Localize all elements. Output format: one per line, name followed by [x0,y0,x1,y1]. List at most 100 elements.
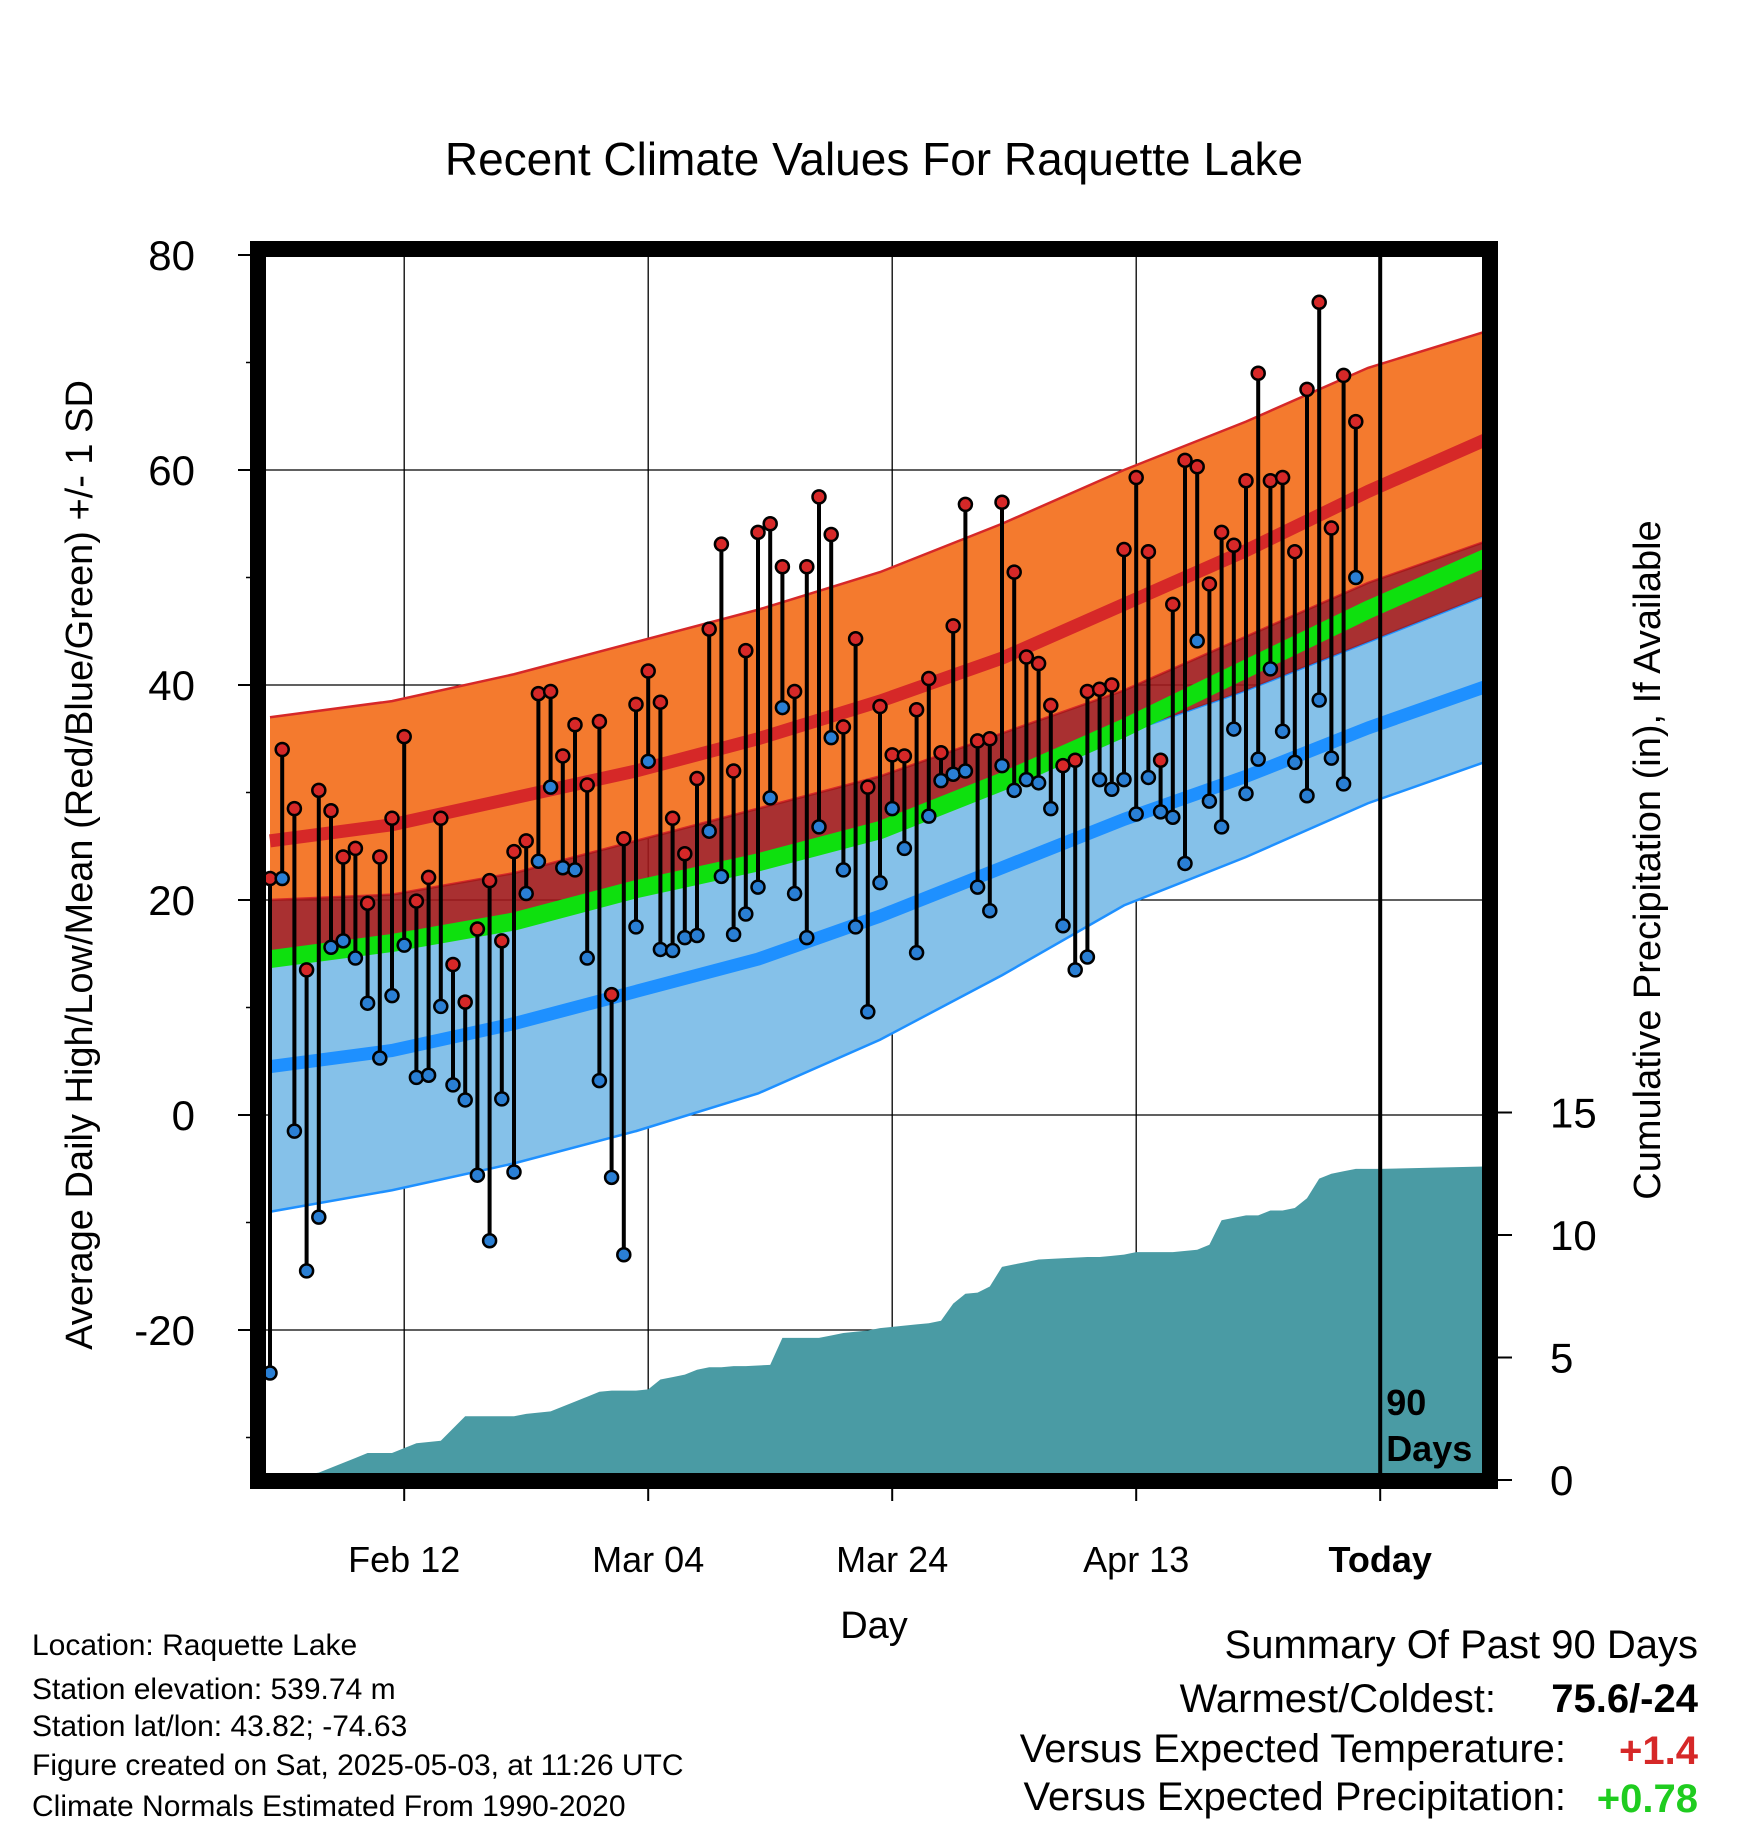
daily-high-point [872,698,888,715]
daily-low-point [1067,962,1083,978]
station-info: Location: Raquette Lake Station elevatio… [32,1629,684,1823]
daily-low-point [433,998,449,1015]
daily-low-point [945,766,961,782]
daily-high-point [1006,564,1022,580]
daily-low-point [408,1069,425,1086]
x-tick-label: Today [1329,1539,1432,1580]
x-tick-label: Mar 24 [836,1539,948,1580]
daily-low-point [1177,855,1193,872]
daily-high-point [591,713,608,730]
daily-low-point [457,1092,473,1108]
x-tick-label: Feb 12 [348,1539,460,1580]
today-days-label: 90 [1386,1382,1426,1423]
daily-low-point [286,1123,303,1139]
daily-low-point [1140,769,1157,786]
daily-high-point [1079,683,1096,700]
y-tick-label: -20 [134,1307,195,1354]
daily-low-point [664,942,681,959]
daily-high-point [762,516,778,532]
daily-low-point [506,1164,522,1180]
plot-frame [250,241,1498,1489]
y-tick-label: 20 [148,877,195,924]
daily-low-point [860,1004,876,1020]
daily-high-point [396,728,412,745]
daily-low-point [835,862,852,878]
y-tick-label: 60 [148,447,195,494]
daily-low-point [1189,633,1205,649]
daily-high-point [640,663,656,679]
summary-title: Summary Of Past 90 Days [1225,1623,1698,1667]
daily-high-point [628,696,644,713]
daily-high-point [286,800,303,817]
daily-low-point [750,879,766,895]
daily-high-point [347,840,364,857]
daily-low-point [701,823,717,839]
daily-low-point [1165,809,1181,825]
daily-high-point [1250,365,1266,381]
daily-low-point [725,926,742,943]
daily-low-point [494,1091,510,1107]
daily-high-point [530,685,547,702]
daily-high-point [860,779,876,795]
daily-high-point [1262,473,1279,489]
daily-high-point [835,719,852,735]
daily-high-point [457,994,473,1010]
daily-low-point [603,1169,620,1186]
daily-low-point [847,919,864,935]
daily-high-point [1104,677,1120,693]
y-tick-label: 80 [148,232,195,279]
daily-high-point [1311,294,1327,311]
daily-low-point [738,906,754,922]
daily-high-point [994,494,1010,510]
daily-low-point [591,1072,608,1089]
daily-low-point [957,763,974,779]
daily-low-point [530,853,547,870]
precip-fill [270,1166,1490,1480]
temp-label: Versus Expected Temperature: [1020,1727,1566,1771]
daily-low-point [994,757,1010,774]
daily-low-point [640,753,656,770]
chart-title: Recent Climate Values For Raquette Lake [445,133,1303,185]
daily-low-point [823,729,839,746]
daily-low-point [323,939,339,956]
temp-value: +1.4 [1619,1729,1699,1773]
daily-high-point [542,683,559,700]
daily-high-point [298,962,315,978]
daily-high-point [1055,757,1071,774]
daily-high-point [420,869,437,886]
daily-high-point [555,748,571,764]
daily-high-point [603,986,620,1003]
daily-low-point [677,929,693,946]
daily-low-point [1238,785,1254,802]
x-tick-label: Apr 13 [1083,1539,1189,1580]
daily-high-point [1348,413,1364,430]
daily-low-point [786,885,803,902]
daily-high-point [847,631,864,647]
daily-high-point [616,830,632,847]
daily-high-point [1128,469,1144,486]
daily-high-point [1189,459,1205,475]
latlon-text: Station lat/lon: 43.82; -74.63 [32,1710,407,1743]
normals-text: Climate Normals Estimated From 1990-2020 [32,1790,626,1823]
daily-low-point [1226,721,1242,737]
daily-low-point [347,950,364,966]
daily-low-point [1262,661,1279,677]
daily-high-point [896,748,913,764]
daily-high-point [799,559,815,575]
daily-low-point [1335,776,1352,792]
daily-high-point [469,921,486,937]
y2-tick-label: 0 [1550,1457,1573,1504]
daily-low-point [1018,771,1035,788]
daily-high-point [372,849,388,865]
daily-low-point [762,790,778,806]
elevation-text: Station elevation: 539.74 m [32,1673,396,1706]
summary-panel: Summary Of Past 90 Days Warmest/Coldest:… [1020,1623,1699,1821]
daily-low-point [689,927,705,944]
daily-low-point [1128,806,1144,822]
daily-low-point [616,1247,632,1263]
daily-high-point [445,956,461,973]
daily-high-point [1165,596,1181,613]
warmest-value: 75.6/-24 [1551,1677,1699,1721]
daily-high-point [652,694,669,710]
y2-tick-label: 10 [1550,1212,1597,1259]
